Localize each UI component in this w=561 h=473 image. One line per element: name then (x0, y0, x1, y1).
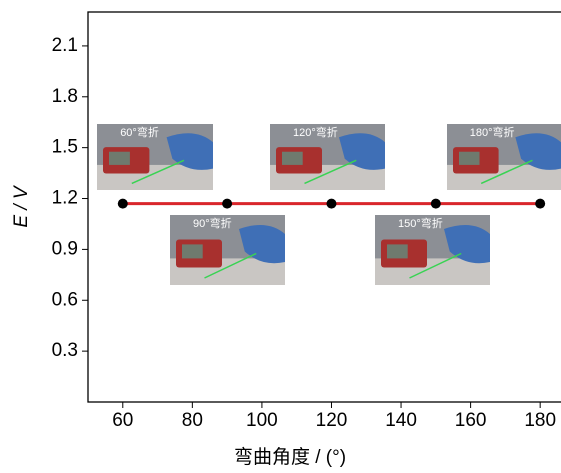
photo-angle (409, 252, 462, 279)
y-tick-label: 0.3 (52, 340, 78, 361)
x-tick-label: 140 (385, 410, 417, 431)
photo-hand (339, 133, 385, 170)
y-axis-label: E / V (11, 184, 32, 228)
y-tick-label: 1.5 (52, 137, 78, 158)
plot-frame (87, 11, 561, 403)
photo-hand (166, 133, 213, 170)
photos: 60°弯折 90°弯折 120°弯折 150°弯折 180°弯折 (97, 124, 561, 285)
y-tick-label: 0.9 (52, 238, 78, 259)
x-tick-label: 60 (112, 410, 133, 431)
photo-hand (239, 225, 285, 264)
annotation: 120°弯折 (293, 125, 338, 139)
annotation: 150°弯折 (398, 216, 443, 230)
marker (430, 198, 441, 209)
marker (326, 198, 337, 209)
photo-screen (182, 244, 203, 259)
marker (222, 198, 233, 209)
photo-screen (282, 151, 303, 165)
photo-screen (109, 151, 130, 165)
y-tick-label: 2.1 (52, 35, 78, 56)
annotation: 60°弯折 (120, 125, 159, 139)
x-tick-label: 80 (182, 410, 203, 431)
marker (117, 198, 128, 209)
x-axis-label: 弯曲角度 / (°) (234, 446, 346, 468)
y-tick-label: 0.6 (52, 289, 78, 310)
photo-angle (304, 159, 357, 185)
photo-screen (459, 151, 480, 165)
y-tick-label: 1.8 (52, 86, 78, 107)
annotation: 180°弯折 (470, 125, 515, 139)
annotation: 90°弯折 (193, 216, 232, 230)
photo-angle (131, 159, 185, 185)
x-tick-label: 120 (316, 410, 348, 431)
photo-screen (387, 244, 408, 259)
photo-hand (444, 225, 490, 264)
photo-angle (204, 252, 257, 279)
x-tick-label: 100 (246, 410, 278, 431)
y-tick-label: 1.2 (52, 188, 78, 209)
x-tick-label: 180 (524, 410, 556, 431)
photo-angle (480, 159, 533, 185)
x-tick-label: 160 (455, 410, 487, 431)
photo-hand (515, 133, 561, 170)
marker (535, 198, 546, 209)
